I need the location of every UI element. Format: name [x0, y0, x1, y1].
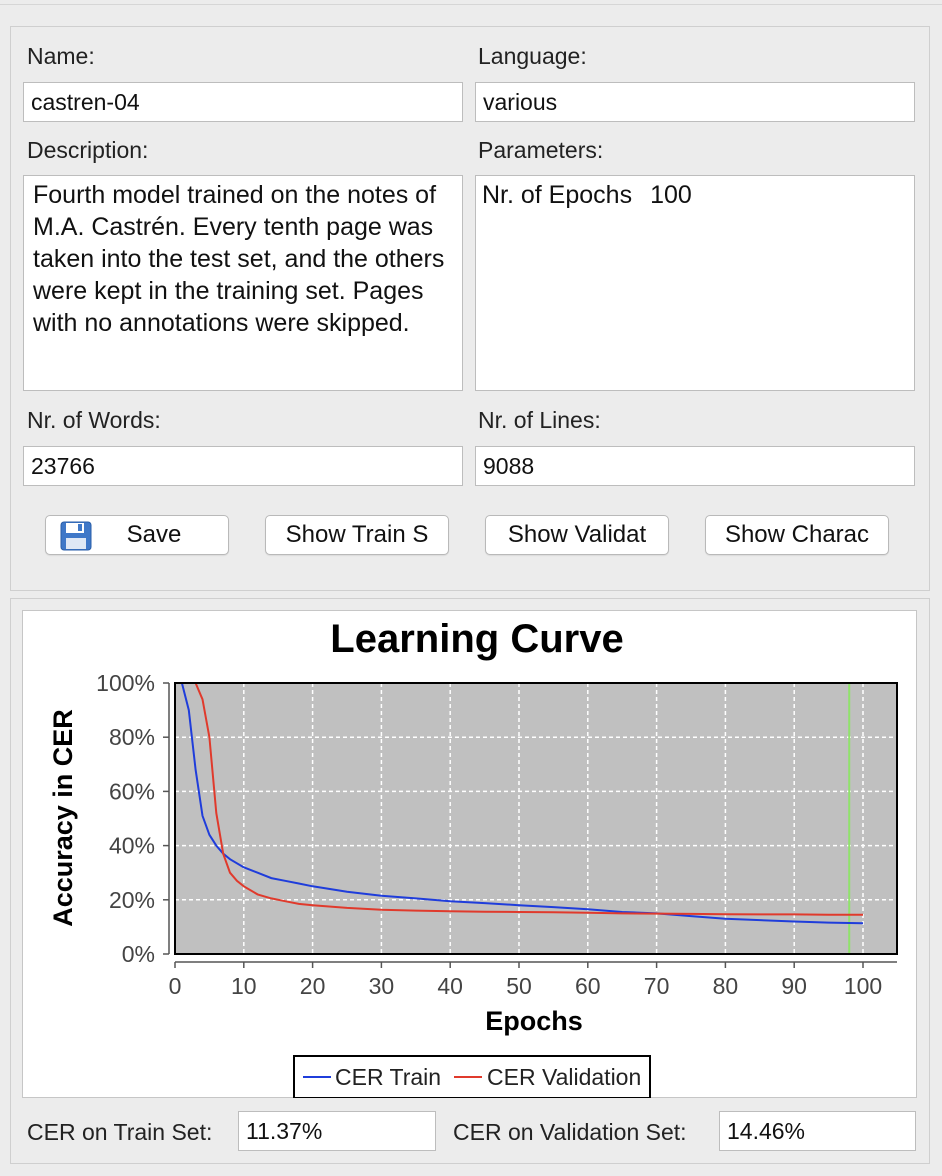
parameters-label: Parameters:	[478, 137, 604, 163]
language-field[interactable]: various	[475, 82, 915, 122]
show-validation-set-button[interactable]: Show Validat	[485, 515, 669, 555]
x-tick-label: 10	[231, 973, 257, 999]
name-field[interactable]: castren-04	[23, 82, 463, 122]
show-characters-button[interactable]: Show Charac	[705, 515, 889, 555]
words-label: Nr. of Words:	[27, 407, 161, 433]
y-tick-label: 60%	[109, 778, 155, 804]
show-validation-set-label: Show Validat	[507, 521, 647, 548]
description-textarea[interactable]: Fourth model trained on the notes of M.A…	[23, 175, 463, 391]
save-button-label: Save	[126, 521, 182, 548]
description-label: Description:	[27, 137, 149, 163]
y-tick-label: 100%	[96, 670, 155, 696]
lines-label: Nr. of Lines:	[478, 407, 601, 433]
chart-title: Learning Curve	[330, 617, 623, 661]
x-tick-label: 80	[713, 973, 739, 999]
x-axis-ticks: 0 10 20 30 40 50 60 70 80 90 100	[169, 961, 897, 999]
cer-train-label: CER on Train Set:	[27, 1119, 213, 1145]
show-train-set-label: Show Train S	[285, 521, 429, 548]
parameter-key: Nr. of Epochs	[482, 181, 633, 209]
x-tick-label: 100	[844, 973, 882, 999]
show-characters-label: Show Charac	[724, 521, 870, 548]
name-label: Name:	[27, 43, 95, 69]
x-axis-title: Epochs	[485, 1006, 583, 1036]
plot-border	[174, 682, 898, 955]
legend-label-cer-validation: CER Validation	[487, 1064, 641, 1090]
parameter-value: 100	[650, 181, 692, 209]
y-axis-ticks: 0% 20% 40% 60% 80% 100%	[96, 670, 170, 967]
cer-train-field[interactable]: 11.37%	[238, 1111, 436, 1151]
series-line-cer-train	[180, 682, 864, 925]
language-label: Language:	[478, 43, 587, 69]
y-tick-label: 80%	[109, 724, 155, 750]
legend: CER Train CER Validation	[293, 1055, 651, 1098]
x-tick-label: 70	[644, 973, 670, 999]
floppy-disk-icon	[60, 521, 92, 551]
x-tick-label: 40	[437, 973, 463, 999]
y-tick-label: 40%	[109, 833, 155, 859]
legend-label-cer-train: CER Train	[335, 1064, 441, 1090]
x-tick-label: 50	[506, 973, 532, 999]
show-train-set-button[interactable]: Show Train S	[265, 515, 449, 555]
series-line-cer-validation	[194, 682, 864, 916]
y-tick-label: 20%	[109, 887, 155, 913]
cer-validation-label: CER on Validation Set:	[453, 1119, 687, 1145]
cer-validation-field[interactable]: 14.46%	[719, 1111, 916, 1151]
learning-curve-chart: Learning Curve 0% 20% 40% 60% 80% 100% 0 10 20 3…	[48, 617, 898, 1098]
y-tick-label: 0%	[122, 941, 155, 967]
x-tick-label: 0	[169, 973, 182, 999]
lines-field[interactable]: 9088	[475, 446, 915, 486]
save-button[interactable]: Save	[45, 515, 229, 555]
parameters-textarea[interactable]: Nr. of Epochs 100	[475, 175, 915, 391]
grid-lines	[175, 683, 897, 954]
y-axis-title: Accuracy in CER	[48, 709, 78, 927]
x-tick-label: 30	[369, 973, 395, 999]
plot-area	[175, 683, 897, 954]
x-tick-label: 60	[575, 973, 601, 999]
words-field[interactable]: 23766	[23, 446, 463, 486]
x-tick-label: 20	[300, 973, 326, 999]
x-tick-label: 90	[781, 973, 807, 999]
